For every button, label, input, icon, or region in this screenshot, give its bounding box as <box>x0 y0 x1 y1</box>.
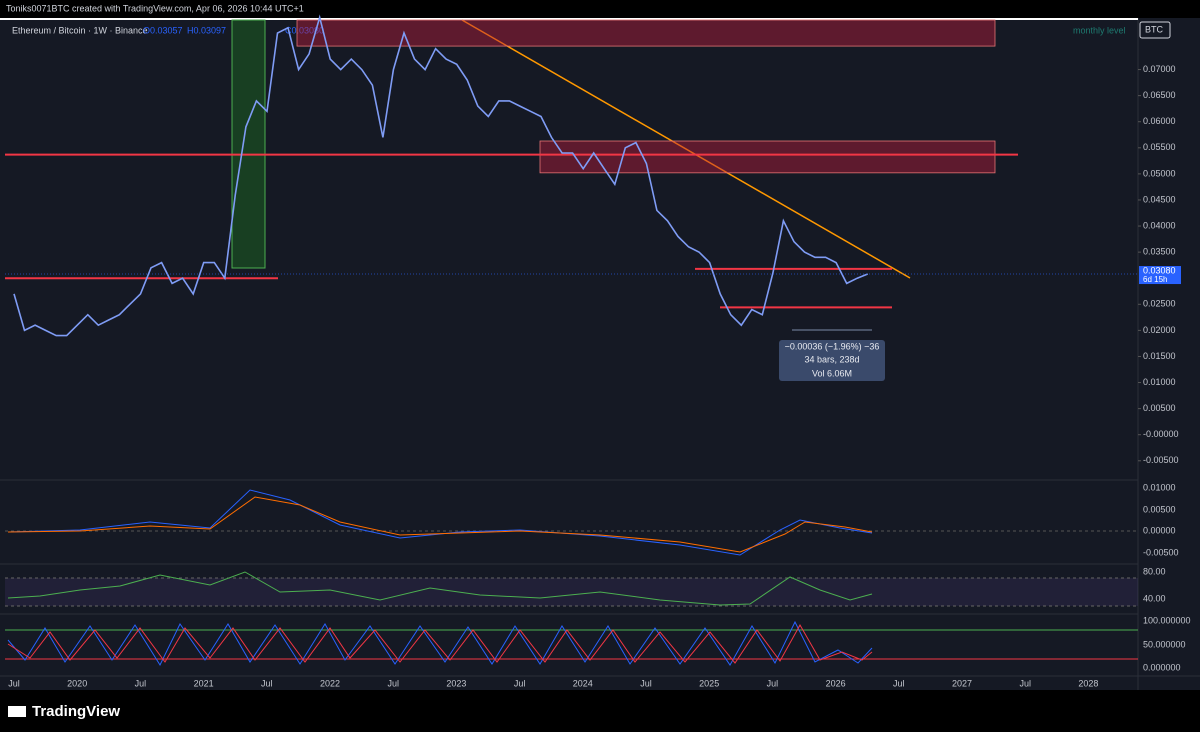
y-tick-label: -0.00500 <box>1143 455 1179 465</box>
time-label: Jul <box>1019 678 1031 688</box>
ohlc-open: O0.03057 <box>143 25 183 35</box>
macd-label: 0.00000 <box>1143 525 1176 535</box>
time-label: 2028 <box>1078 678 1098 688</box>
price-scale <box>1138 18 1200 690</box>
rsi-label: 40.00 <box>1143 593 1166 603</box>
time-label: Jul <box>8 678 20 688</box>
macd-label: 0.01000 <box>1143 482 1176 492</box>
y-tick-label: 0.05000 <box>1143 168 1176 178</box>
trend-line <box>461 19 911 279</box>
rsi-label: 80.00 <box>1143 566 1166 576</box>
note: monthly level <box>1073 25 1126 35</box>
macd-label: 0.00500 <box>1143 504 1176 514</box>
brand: TradingView <box>32 703 120 720</box>
time-label: Jul <box>135 678 147 688</box>
y-tick-label: 0.00500 <box>1143 403 1176 413</box>
time-label: 2027 <box>952 678 972 688</box>
time-label: Jul <box>387 678 399 688</box>
time-label: Jul <box>640 678 652 688</box>
countdown: 6d 15h <box>1143 275 1167 284</box>
stoch-k <box>7 620 873 667</box>
macd-label: -0.00500 <box>1143 547 1179 557</box>
brand-logo <box>8 706 26 717</box>
y-tick-label: 0.04000 <box>1143 220 1176 230</box>
measure-change: −0.00036 (−1.96%) −36 <box>785 341 880 351</box>
y-tick-label: 0.04500 <box>1143 194 1176 204</box>
stoch-label: 50.000000 <box>1143 639 1186 649</box>
stoch-d <box>7 623 873 664</box>
macd-signal <box>7 496 873 553</box>
y-tick-label: 0.01500 <box>1143 351 1176 361</box>
y-tick-label: 0.02500 <box>1143 299 1176 309</box>
currency: BTC <box>1145 24 1164 34</box>
time-label: Jul <box>261 678 273 688</box>
symbol: Ethereum / Bitcoin · 1W · Binance <box>12 25 148 35</box>
measure-volume: Vol 6.06M <box>812 368 852 378</box>
rsi-line <box>7 571 873 606</box>
y-tick-label: 0.03500 <box>1143 247 1176 257</box>
ohlc-close: C0.03080 <box>285 25 324 35</box>
last-price-tag <box>1139 266 1181 285</box>
time-label: Jul <box>767 678 779 688</box>
time-label: 2023 <box>446 678 466 688</box>
y-tick-label: 0.06500 <box>1143 90 1176 100</box>
breakout-zone <box>231 19 266 269</box>
credit: Toniks0071BTC created with TradingView.c… <box>6 3 304 13</box>
macd-line <box>7 489 873 556</box>
y-tick-label: 0.01000 <box>1143 377 1176 387</box>
stoch-label: 0.000000 <box>1143 662 1181 672</box>
time-label: 2026 <box>826 678 846 688</box>
last-price: 0.03080 <box>1143 265 1176 275</box>
ohlc-high: H0.03097 <box>187 25 226 35</box>
time-label: 2022 <box>320 678 340 688</box>
measure-bars: 34 bars, 238d <box>804 354 859 364</box>
time-label: Jul <box>514 678 526 688</box>
time-label: 2024 <box>573 678 593 688</box>
measure-box <box>779 340 885 381</box>
time-label: 2025 <box>699 678 719 688</box>
y-tick-label: 0.05500 <box>1143 142 1176 152</box>
y-tick-label: 0.07000 <box>1143 64 1176 74</box>
time-label: 2020 <box>67 678 87 688</box>
rsi-band <box>5 578 1138 606</box>
y-tick-label: -0.00000 <box>1143 429 1179 439</box>
time-label: Jul <box>893 678 905 688</box>
y-tick-label: 0.02000 <box>1143 325 1176 335</box>
y-tick-label: 0.06000 <box>1143 116 1176 126</box>
supply-zone <box>296 19 996 47</box>
price-line <box>13 14 868 337</box>
supply-zone <box>539 140 996 174</box>
time-label: 2021 <box>194 678 214 688</box>
currency-box <box>1139 21 1171 39</box>
stoch-label: 100.000000 <box>1143 615 1191 625</box>
